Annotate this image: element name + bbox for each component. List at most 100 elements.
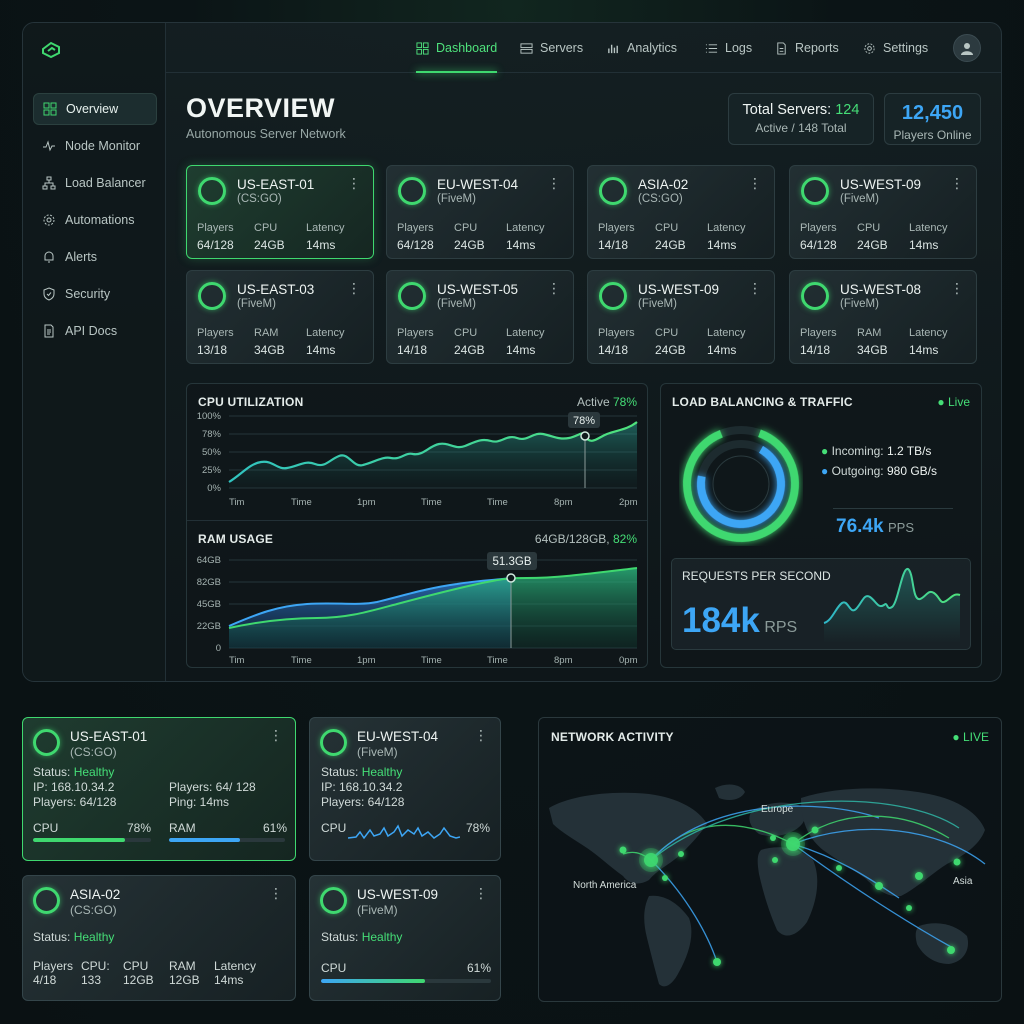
nav-analytics[interactable]: Analytics: [607, 23, 677, 73]
more-options-icon[interactable]: ⋮: [748, 280, 762, 296]
status-label: Status:: [321, 765, 359, 779]
server-detail-card-us-west-09[interactable]: US-WEST-09 (FiveM) ⋮ Status: Healthy CPU…: [309, 875, 501, 1001]
metric-label: Latency: [506, 222, 545, 234]
server-card[interactable]: US-WEST-08 (FiveM) ⋮ Players 14/18 RAM 34GB Lat…: [789, 270, 977, 364]
more-options-icon[interactable]: ⋮: [547, 175, 561, 191]
ram-line-green: [228, 567, 638, 629]
server-card[interactable]: US-WEST-09 (FiveM) ⋮ Players 64/128 CPU 24GB La…: [789, 165, 977, 259]
cpu-tooltip-text: 78%: [573, 415, 595, 427]
nav-logs[interactable]: Logs: [705, 23, 752, 73]
world-map: [549, 784, 986, 987]
server-card[interactable]: US-WEST-09 (FiveM) ⋮ Players 14/18 CPU 24GB Lat…: [587, 270, 775, 364]
server-detail-card-eu-west-04[interactable]: EU-WEST-04 (FiveM) ⋮ Status: Healthy IP:…: [309, 717, 501, 861]
metric-label: Players: [33, 959, 74, 973]
nav-settings[interactable]: Settings: [863, 23, 928, 73]
server-card[interactable]: ASIA-02 (CS:GO) ⋮ Players 14/18 CPU 24GB Latenc…: [587, 165, 775, 259]
metric-value: 34GB: [857, 343, 888, 357]
more-options-icon[interactable]: ⋮: [474, 727, 488, 743]
more-options-icon[interactable]: ⋮: [474, 885, 488, 901]
ram-point[interactable]: [506, 573, 516, 583]
metric-label: Latency: [506, 327, 545, 339]
sidebar-item-load-balancer[interactable]: Load Balancer: [33, 167, 157, 199]
sidebar-item-security[interactable]: Security: [33, 278, 157, 310]
metric-value: 14ms: [506, 343, 536, 357]
cog-icon: [43, 214, 55, 226]
metric-value: 14ms: [214, 973, 244, 987]
more-options-icon[interactable]: ⋮: [347, 280, 361, 296]
sidebar-item-node-monitor[interactable]: Node Monitor: [33, 130, 157, 162]
server-metric: Players 14/18: [598, 327, 635, 357]
page-title: OVERVIEW: [186, 93, 336, 123]
server-metric: Players 14/18: [598, 222, 635, 252]
metric-label: Latency: [909, 327, 948, 339]
server-type: (FiveM): [638, 298, 677, 310]
server-type: (CS:GO): [70, 745, 117, 759]
metric-label: Latency: [214, 959, 257, 973]
metric-value: 64/128: [397, 238, 434, 252]
metric-label: CPU: [655, 327, 679, 339]
cpu-y-tick: 0%: [207, 483, 221, 494]
cpu-x-tick: Time: [291, 497, 312, 508]
metric-label: RAM: [857, 327, 882, 339]
metric-label: Players: [197, 327, 234, 339]
server-metric: Latency 14ms: [707, 327, 746, 357]
nav-servers[interactable]: Servers: [520, 23, 583, 73]
server-metric: Players 64/128: [397, 222, 434, 252]
traffic-panel: LOAD BALANCING & TRAFFIC ● Live ● Incomi…: [660, 383, 982, 668]
ping-line: Ping: 14ms: [169, 795, 230, 809]
ram-y-tick: 82GB: [197, 577, 221, 588]
network-activity-panel: NETWORK ACTIVITY ● LIVE: [538, 717, 1002, 1002]
total-servers-label: Total Servers:: [742, 102, 832, 118]
more-options-icon[interactable]: ⋮: [950, 280, 964, 296]
sidebar-item-api-docs[interactable]: API Docs: [33, 315, 157, 347]
user-icon: [961, 43, 973, 55]
status-line: Status: Healthy: [33, 930, 114, 944]
server-metric: Latency 14ms: [506, 222, 545, 252]
server-card[interactable]: US-EAST-01 (CS:GO) ⋮ Players 64/128 CPU 24GB La…: [186, 165, 374, 259]
nav-reports[interactable]: Reports: [775, 23, 839, 73]
ram-x-tick: 0pm: [619, 655, 638, 666]
server-name: EU-WEST-04: [357, 729, 439, 744]
metric-label: RAM: [254, 327, 279, 339]
more-options-icon[interactable]: ⋮: [547, 280, 561, 296]
servers-icon: [520, 42, 533, 54]
cpu-x-tick: 1pm: [357, 497, 376, 508]
more-options-icon[interactable]: ⋮: [950, 175, 964, 191]
nav-dashboard[interactable]: Dashboard: [416, 23, 498, 73]
players-line: Players: 64/128: [33, 795, 117, 809]
server-name: US-EAST-03: [237, 282, 315, 297]
server-name: US-WEST-09: [638, 282, 720, 297]
server-metric: CPU 24GB: [857, 222, 888, 252]
ram-progress-fill: [169, 838, 240, 842]
more-options-icon[interactable]: ⋮: [269, 727, 283, 743]
more-options-icon[interactable]: ⋮: [748, 175, 762, 191]
cpu-y-tick: 25%: [202, 465, 222, 476]
server-detail-card-us-east-01[interactable]: US-EAST-01 (CS:GO) ⋮ Status: Healthy IP:…: [22, 717, 296, 861]
cpu-point[interactable]: [580, 431, 590, 441]
server-card[interactable]: US-WEST-05 (FiveM) ⋮ Players 14/18 CPU 24GB Lat…: [386, 270, 574, 364]
metric-label: Players: [800, 327, 837, 339]
more-options-icon[interactable]: ⋮: [269, 885, 283, 901]
sidebar-item-automations[interactable]: Automations: [33, 204, 157, 236]
server-card[interactable]: US-EAST-03 (FiveM) ⋮ Players 13/18 RAM 34GB Lat…: [186, 270, 374, 364]
cpu-chart-title: CPU UTILIZATION: [198, 395, 304, 409]
sidebar-item-alerts[interactable]: Alerts: [33, 241, 157, 273]
server-card[interactable]: EU-WEST-04 (FiveM) ⋮ Players 64/128 CPU 24GB La…: [386, 165, 574, 259]
metric-label: Players: [598, 222, 635, 234]
more-options-icon[interactable]: ⋮: [347, 175, 361, 191]
metric-value: 64/128: [197, 238, 234, 252]
nav-label: Reports: [795, 41, 839, 55]
metric-label: CPU: [655, 222, 679, 234]
total-servers-sub: Active / 148 Total: [755, 121, 847, 135]
server-type: (FiveM): [437, 298, 476, 310]
nav-label: Logs: [725, 41, 753, 55]
cpu-sparkline: [348, 824, 460, 840]
ram-x-tick: Time: [487, 655, 508, 666]
status-label: Status:: [33, 765, 71, 779]
avatar[interactable]: [953, 34, 981, 62]
players-line-right: Players: 64/ 128: [169, 780, 256, 794]
ip-line: IP: 168.10.34.2: [321, 780, 403, 794]
sidebar-item-overview[interactable]: Overview: [33, 93, 157, 125]
server-detail-card-asia-02[interactable]: ASIA-02 (CS:GO) ⋮ Status: Healthy Player…: [22, 875, 296, 1001]
cpu-x-tick: Tim: [229, 497, 245, 508]
